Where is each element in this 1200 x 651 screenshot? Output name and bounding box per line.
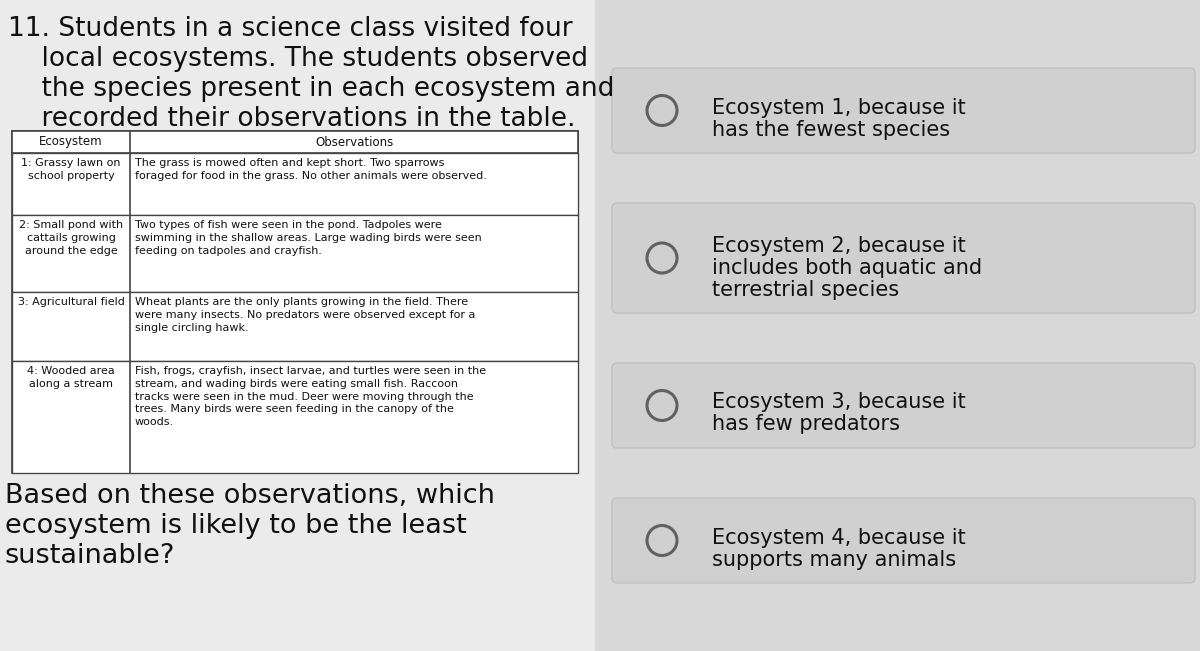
Text: sustainable?: sustainable?	[5, 543, 175, 569]
Text: local ecosystems. The students observed: local ecosystems. The students observed	[8, 46, 588, 72]
FancyBboxPatch shape	[612, 498, 1195, 583]
Text: has few predators: has few predators	[712, 415, 900, 434]
Text: has the fewest species: has the fewest species	[712, 120, 950, 139]
Bar	[12, 131, 578, 153]
Text: the species present in each ecosystem and: the species present in each ecosystem an…	[8, 76, 614, 102]
Text: Ecosystem: Ecosystem	[40, 135, 103, 148]
Text: supports many animals: supports many animals	[712, 549, 956, 570]
Text: 1: Grassy lawn on
school property: 1: Grassy lawn on school property	[22, 158, 121, 181]
Bar	[0, 0, 595, 651]
Text: Fish, frogs, crayfish, insect larvae, and turtles were seen in the
stream, and w: Fish, frogs, crayfish, insect larvae, an…	[134, 366, 486, 427]
Bar	[12, 131, 578, 473]
Text: Ecosystem 3, because it: Ecosystem 3, because it	[712, 393, 966, 413]
Bar	[12, 292, 578, 361]
Text: The grass is mowed often and kept short. Two sparrows
foraged for food in the gr: The grass is mowed often and kept short.…	[134, 158, 487, 181]
Bar	[595, 0, 1200, 651]
Text: Wheat plants are the only plants growing in the field. There
were many insects. : Wheat plants are the only plants growing…	[134, 298, 475, 333]
Text: 4: Wooded area
along a stream: 4: Wooded area along a stream	[28, 366, 115, 389]
Text: ecosystem is likely to be the least: ecosystem is likely to be the least	[5, 513, 467, 539]
Text: terrestrial species: terrestrial species	[712, 280, 899, 300]
Text: Based on these observations, which: Based on these observations, which	[5, 483, 494, 509]
Text: Observations: Observations	[314, 135, 394, 148]
Text: recorded their observations in the table.: recorded their observations in the table…	[8, 106, 576, 132]
Text: 3: Agricultural field: 3: Agricultural field	[18, 298, 125, 307]
Text: Ecosystem 2, because it: Ecosystem 2, because it	[712, 236, 966, 256]
Text: Ecosystem 4, because it: Ecosystem 4, because it	[712, 527, 966, 547]
FancyBboxPatch shape	[612, 363, 1195, 448]
Text: 2: Small pond with
cattails growing
around the edge: 2: Small pond with cattails growing arou…	[19, 220, 124, 256]
FancyBboxPatch shape	[612, 203, 1195, 313]
Text: Two types of fish were seen in the pond. Tadpoles were
swimming in the shallow a: Two types of fish were seen in the pond.…	[134, 220, 481, 256]
Text: 11. Students in a science class visited four: 11. Students in a science class visited …	[8, 16, 572, 42]
Bar	[12, 153, 578, 215]
Text: includes both aquatic and: includes both aquatic and	[712, 258, 982, 278]
Bar	[12, 215, 578, 292]
FancyBboxPatch shape	[612, 68, 1195, 153]
Text: Ecosystem 1, because it: Ecosystem 1, because it	[712, 98, 966, 117]
Bar	[12, 361, 578, 473]
